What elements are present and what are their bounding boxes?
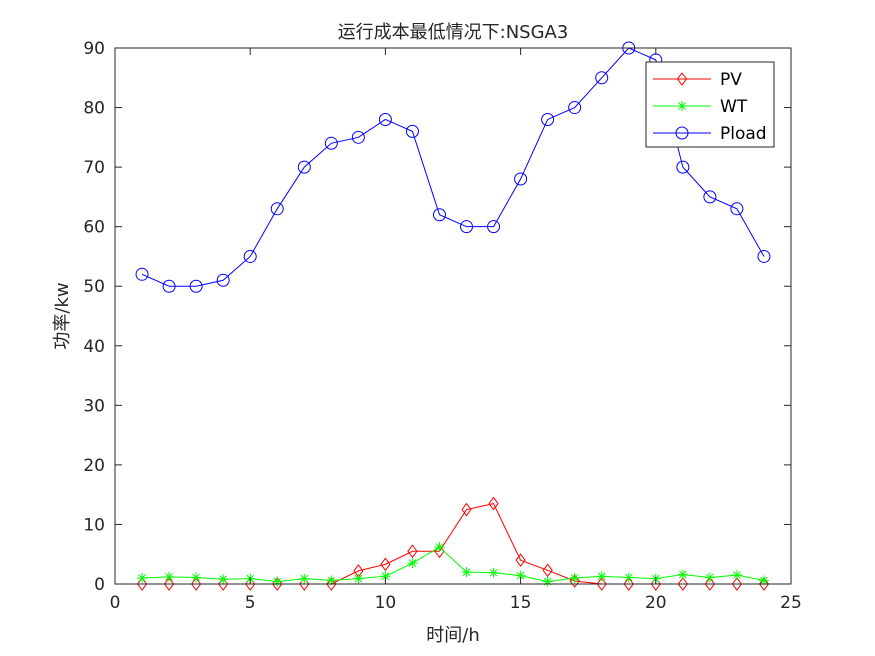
series-wt: [137, 542, 769, 587]
data-point-pload: [514, 172, 528, 186]
data-point-wt: [731, 570, 742, 581]
data-point-wt: [461, 567, 472, 578]
y-tick-label: 20: [83, 456, 105, 476]
legend-label-wt: WT: [720, 97, 748, 117]
data-point-pload: [568, 101, 582, 115]
data-point-pload: [243, 249, 257, 263]
data-point-wt: [218, 574, 229, 585]
data-point-pv: [326, 577, 337, 591]
data-point-pload: [541, 112, 555, 126]
data-point-pv: [704, 577, 716, 591]
data-point-pv: [542, 563, 553, 578]
data-point-pload: [162, 279, 176, 293]
data-point-pload: [487, 220, 501, 234]
data-point-wt: [326, 575, 337, 586]
data-point-pload: [703, 190, 717, 204]
data-point-pv: [758, 577, 770, 591]
legend-marker-wt: [677, 101, 687, 111]
data-point-wt: [596, 571, 607, 582]
axis-layer: 0 5 10 15 20 25 0 10 20 30 40 50 60 70 80 90: [83, 39, 801, 613]
data-point-pv: [731, 577, 743, 591]
data-point-pload: [297, 160, 311, 174]
y-tick-label: 60: [83, 218, 105, 238]
x-tick-label: 5: [245, 593, 256, 613]
data-point-pv: [136, 577, 148, 591]
data-point-wt: [677, 569, 688, 580]
legend-label-pload: Pload: [720, 124, 767, 144]
data-point-pload: [324, 136, 338, 150]
legend-item-pv: PV: [653, 70, 742, 90]
chart-title: 运行成本最低情况下:NSGA3: [338, 22, 569, 43]
data-point-wt: [164, 571, 175, 582]
data-point-wt: [434, 542, 445, 553]
y-tick-label: 10: [83, 515, 105, 535]
y-tick-label: 90: [83, 39, 105, 59]
y-axis-label: 功率/kw: [52, 282, 73, 349]
x-tick-label: 15: [510, 593, 532, 613]
data-point-pv: [163, 577, 175, 591]
data-point-pv: [407, 544, 418, 559]
data-point-pv: [380, 557, 391, 572]
legend-item-pload: Pload: [653, 124, 767, 144]
x-tick-label: 10: [375, 593, 397, 613]
data-point-pload: [135, 267, 149, 281]
data-point-pv: [515, 553, 526, 568]
plot-frame: [114, 47, 792, 585]
data-point-wt: [569, 573, 580, 584]
data-point-wt: [704, 572, 715, 583]
data-point-wt: [191, 572, 202, 583]
data-point-pload: [189, 279, 203, 293]
legend-marker-pload: [675, 126, 689, 140]
data-point-pv: [569, 574, 580, 588]
data-point-wt: [542, 576, 553, 587]
data-point-pv: [190, 577, 202, 591]
data-point-pload: [757, 249, 771, 263]
legend-item-wt: WT: [653, 97, 748, 117]
x-tick-label: 25: [780, 593, 802, 613]
data-point-wt: [407, 558, 418, 569]
data-point-pv: [623, 577, 634, 591]
data-point-wt: [137, 573, 148, 584]
data-point-pload: [378, 112, 392, 126]
data-point-pload: [595, 71, 609, 85]
data-point-pload: [676, 160, 690, 174]
y-tick-label: 70: [83, 158, 105, 178]
data-point-wt: [353, 573, 364, 584]
x-axis-label: 时间/h: [426, 625, 479, 646]
y-tick-label: 40: [83, 337, 105, 357]
data-point-pv: [461, 502, 472, 517]
data-point-pload: [405, 124, 419, 138]
x-tick-label: 20: [645, 593, 667, 613]
data-point-pload: [351, 130, 365, 144]
data-point-pv: [596, 577, 607, 591]
data-point-wt: [488, 567, 499, 578]
legend-marker-pv: [676, 72, 688, 86]
data-point-pload: [730, 202, 744, 216]
y-tick-label: 30: [83, 396, 105, 416]
y-tick-label: 80: [83, 99, 105, 119]
data-point-pv: [677, 577, 688, 591]
data-point-wt: [758, 575, 769, 586]
x-tick-label: 0: [110, 593, 121, 613]
data-point-pload: [432, 208, 446, 222]
data-point-pload: [216, 273, 230, 287]
legend: PV WT Pload: [645, 61, 775, 148]
legend-label-pv: PV: [720, 70, 742, 90]
data-point-wt: [272, 576, 283, 587]
y-tick-label: 0: [94, 575, 105, 595]
y-tick-label: 50: [83, 277, 105, 297]
data-point-pload: [270, 202, 284, 216]
data-point-pload: [460, 220, 474, 234]
data-point-wt: [299, 573, 310, 584]
data-point-pv: [488, 496, 499, 511]
data-point-wt: [623, 572, 634, 583]
